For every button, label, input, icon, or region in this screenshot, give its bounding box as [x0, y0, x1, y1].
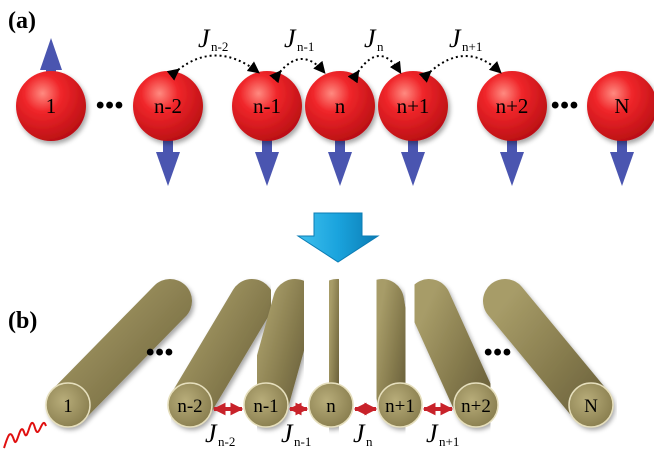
sphere: n+1 [378, 71, 448, 141]
coupling-arc [418, 55, 502, 83]
coupling-arc [347, 55, 402, 84]
coupling-arc [166, 54, 260, 81]
coupling-arc [269, 58, 326, 84]
svg-text:J: J [353, 419, 366, 448]
spin-down-arrow [328, 130, 352, 186]
sphere: 1 [16, 71, 86, 141]
svg-text:n+1: n+1 [462, 39, 482, 54]
sphere-label: n+1 [397, 94, 430, 118]
sphere: n [305, 71, 375, 141]
svg-text:J: J [364, 24, 377, 53]
svg-text:n-1: n-1 [294, 434, 311, 449]
panel-b-label: (b) [8, 308, 37, 334]
sphere-label: n-2 [154, 94, 182, 118]
svg-text:J: J [284, 24, 297, 53]
ellipsis: ••• [96, 92, 124, 119]
rod-label: N [584, 396, 598, 417]
sphere-label: 1 [46, 94, 57, 118]
svg-text:n+1: n+1 [439, 434, 459, 449]
excitation-wave-icon [3, 421, 47, 449]
ellipsis: ••• [484, 339, 512, 366]
rod: N [483, 279, 614, 428]
sphere: n+2 [477, 71, 547, 141]
sphere: n-1 [232, 71, 302, 141]
panel-a-label: (a) [8, 8, 36, 34]
spin-down-arrows [156, 130, 634, 186]
rod: n-1 [243, 279, 317, 428]
sphere: n-2 [133, 71, 203, 141]
rod-label: n+2 [461, 396, 491, 417]
rod-label: n+1 [385, 396, 415, 417]
rod-label: n-1 [253, 396, 278, 417]
svg-text:J: J [205, 419, 218, 448]
ellipsis: ••• [551, 92, 579, 119]
rod-label: n [326, 396, 336, 417]
svg-text:J: J [281, 419, 294, 448]
coupling-arcs [166, 54, 502, 84]
svg-text:n-2: n-2 [211, 39, 228, 54]
spin-down-arrow [156, 130, 180, 186]
svg-text:J: J [449, 24, 462, 53]
rod: n [308, 279, 359, 428]
svg-text:n: n [377, 39, 384, 54]
spin-down-arrow [610, 130, 634, 186]
spin-spheres: 1 n-2 n-1 n n+1 n+2 N [16, 71, 654, 141]
svg-text:J: J [426, 419, 439, 448]
rod: n+1 [360, 279, 423, 428]
ellipsis: ••• [146, 339, 174, 366]
rod-label: 1 [63, 396, 73, 417]
spin-down-arrow [255, 130, 279, 186]
spin-down-arrow [401, 130, 425, 186]
rod: n-2 [167, 279, 274, 428]
svg-text:n: n [366, 434, 373, 449]
svg-text:J: J [198, 24, 211, 53]
transition-arrow [296, 212, 380, 263]
rod: n+2 [407, 279, 499, 428]
sphere-label: n [335, 94, 346, 118]
rod: 1 [45, 279, 192, 428]
sphere-label: n-1 [253, 94, 281, 118]
svg-text:n-1: n-1 [297, 39, 314, 54]
rod-label: n-2 [177, 396, 202, 417]
svg-text:n-2: n-2 [218, 434, 235, 449]
sphere-label: N [614, 94, 629, 118]
waveguide-rods: 1 n-2 n-1 n n+1 n+2 [45, 279, 614, 428]
spin-down-arrow [500, 130, 524, 186]
sphere: N [587, 71, 654, 141]
sphere-label: n+2 [496, 94, 529, 118]
